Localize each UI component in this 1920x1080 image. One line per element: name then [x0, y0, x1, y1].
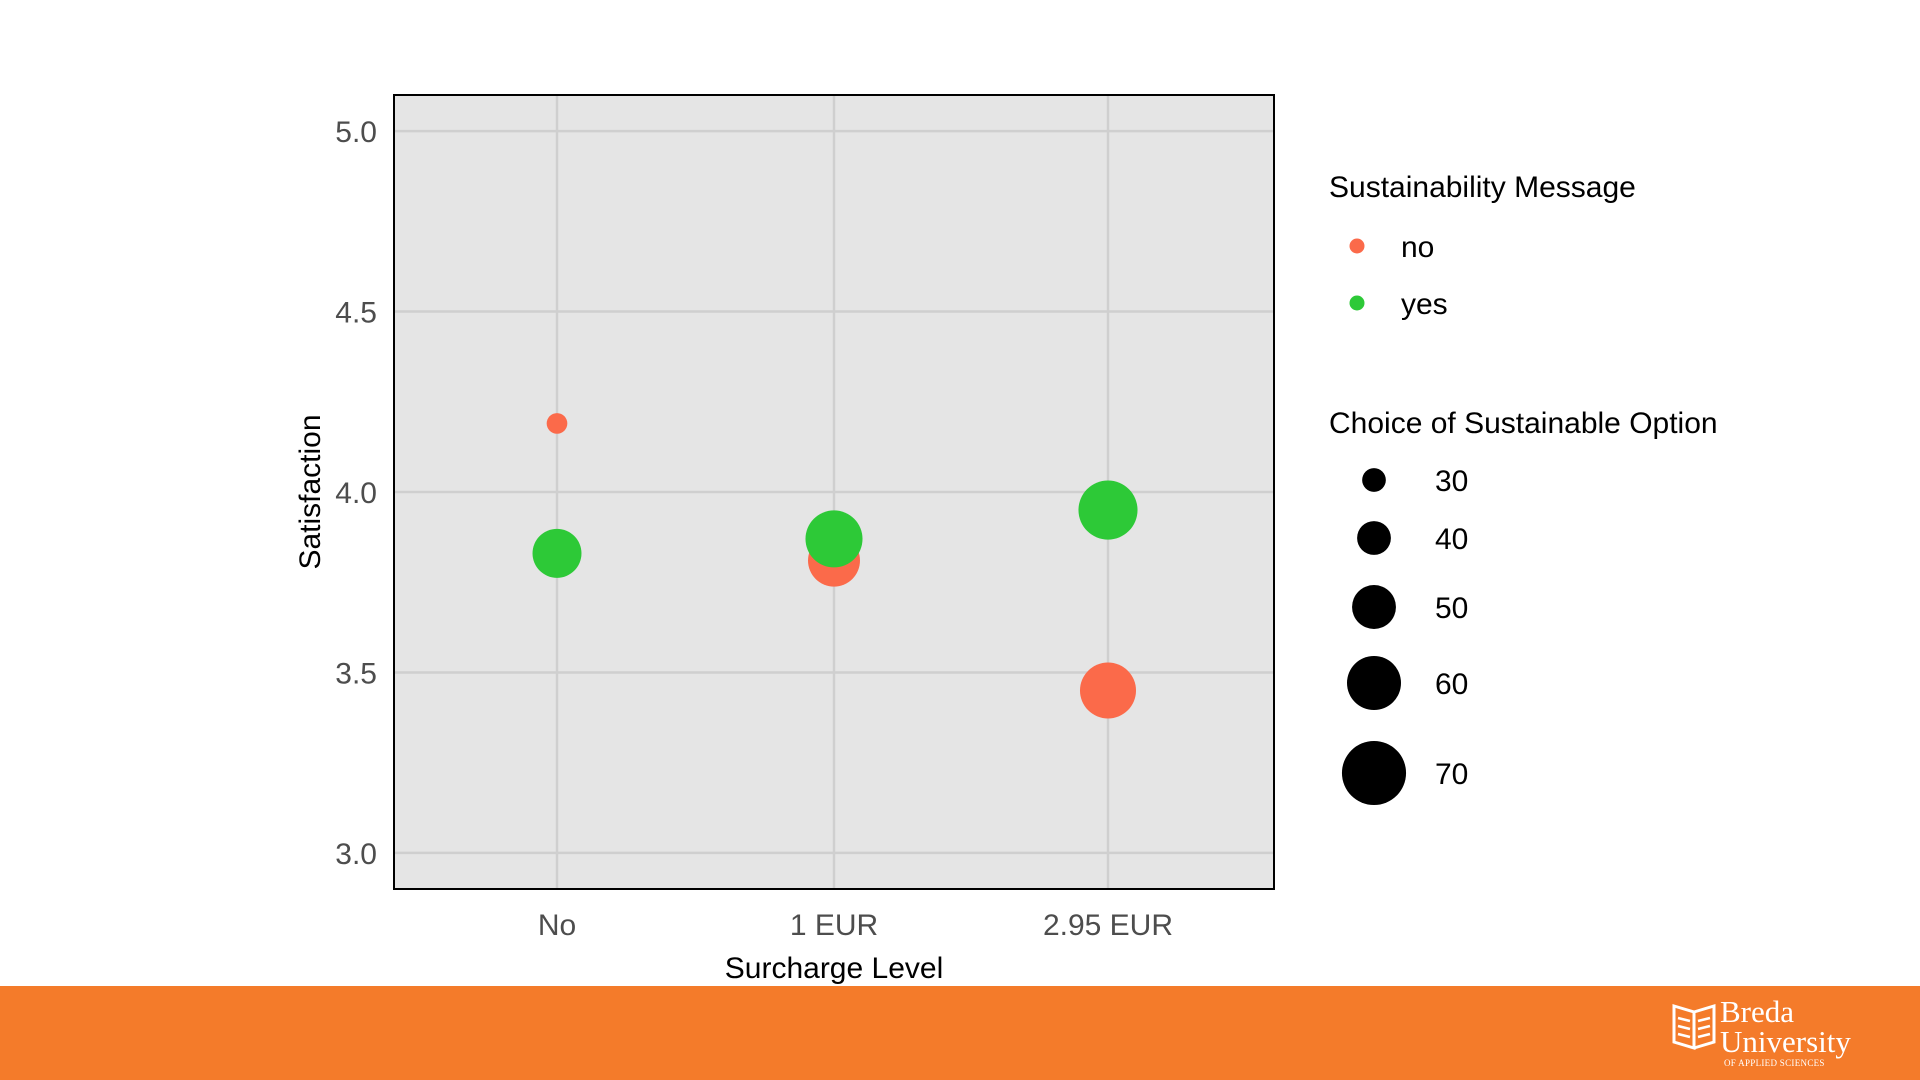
size-legend-entries: 30 40 50 60 70 [1341, 465, 1468, 806]
y-tick-labels: 3.0 3.5 4.0 4.5 5.0 [335, 116, 377, 871]
y-tick-label: 3.0 [335, 838, 377, 871]
x-axis-title: Surcharge Level [725, 952, 943, 985]
size-legend-label: 50 [1435, 592, 1468, 625]
data-point-yes [805, 510, 863, 568]
y-tick-label: 5.0 [335, 116, 377, 149]
size-legend-key [1347, 656, 1401, 710]
logo-word-university: University [1720, 1024, 1851, 1059]
y-axis-title: Satisfaction [294, 414, 327, 569]
data-point-no [546, 413, 568, 434]
chart: 3.0 3.5 4.0 4.5 5.0 No 1 EUR 2.95 EUR Surcharg… [294, 94, 1718, 985]
legend-key-yes [1349, 295, 1365, 311]
size-legend-label: 60 [1435, 668, 1468, 701]
color-legend-entries: no yes [1349, 231, 1448, 321]
y-tick-label: 4.0 [335, 477, 377, 510]
logo-word-breda: Breda [1720, 994, 1795, 1029]
size-legend-label: 30 [1435, 465, 1468, 498]
x-tick-labels: No 1 EUR 2.95 EUR [538, 909, 1173, 942]
size-legend-key [1341, 740, 1407, 806]
size-legend-label: 70 [1435, 758, 1468, 791]
size-legend-key [1352, 585, 1396, 629]
data-points [532, 413, 1138, 719]
x-tick-label: No [538, 909, 576, 942]
y-tick-label: 3.5 [335, 657, 377, 690]
data-point-no [1079, 662, 1137, 719]
y-tick-label: 4.5 [335, 297, 377, 330]
x-tick-label: 1 EUR [790, 909, 878, 942]
size-legend-key [1357, 521, 1391, 555]
logo-subtitle: OF APPLIED SCIENCES [1724, 1058, 1825, 1068]
data-point-yes [1078, 480, 1138, 540]
size-legend-title: Choice of Sustainable Option [1329, 407, 1718, 440]
legend-label-no: no [1401, 231, 1434, 264]
breda-university-logo: Breda University OF APPLIED SCIENCES [1668, 996, 1888, 1070]
breda-logo-icon [1672, 1003, 1716, 1051]
legend-label-yes: yes [1401, 288, 1448, 321]
legend: Sustainability Message no yes Choice of S… [1329, 171, 1718, 806]
color-legend-title: Sustainability Message [1329, 171, 1636, 204]
size-legend-key [1362, 468, 1386, 492]
size-legend-label: 40 [1435, 523, 1468, 556]
x-tick-label: 2.95 EUR [1043, 909, 1173, 942]
footer-bar: Breda University OF APPLIED SCIENCES [0, 986, 1920, 1080]
legend-key-no [1349, 238, 1365, 254]
data-point-yes [532, 528, 582, 578]
